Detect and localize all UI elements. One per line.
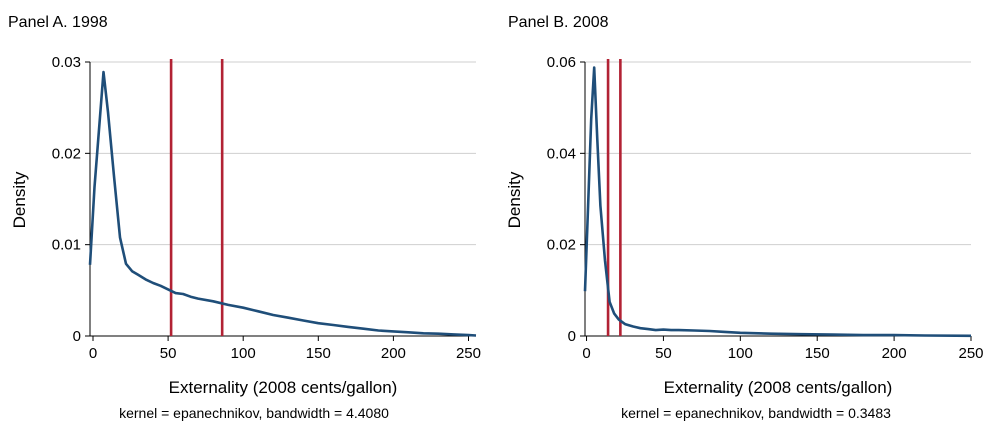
panel-b: Panel B. 2008 Density Externality (2008 … (505, 14, 984, 421)
panel-a-y-tick-label: 0.01 (52, 237, 81, 254)
panel-b-y-tick-label: 0 (568, 328, 576, 345)
panel-a-density-curve (88, 70, 477, 337)
panel-a-x-tick-label: 100 (231, 345, 256, 362)
panel-a-y-tick-label: 0.02 (52, 145, 81, 162)
panel-b-y-axis-label: Density (505, 171, 524, 228)
panel-b-y-tick-label: 0.06 (547, 54, 576, 71)
panel-b-y-tick-label: 0.04 (547, 145, 576, 162)
panel-b-x-tick-label: 0 (582, 345, 590, 362)
panel-a-x-tick-label: 150 (306, 345, 331, 362)
panel-b-y-tick-label: 0.02 (547, 237, 576, 254)
panel-a-x-tick-label: 0 (89, 345, 97, 362)
panel-b-note: kernel = epanechnikov, bandwidth = 0.348… (621, 405, 891, 421)
panel-b-x-tick-label: 100 (728, 345, 753, 362)
panel-b-x-axis-label: Externality (2008 cents/gallon) (664, 378, 893, 397)
panel-b-title: Panel B. 2008 (508, 14, 609, 31)
panel-a-x-tick-label: 250 (456, 345, 481, 362)
panel-a-x-tick-label: 50 (160, 345, 177, 362)
panel-b-density-curve (583, 66, 972, 338)
panel-a-x-axis-label: Externality (2008 cents/gallon) (169, 378, 398, 397)
panel-a: Panel A. 1998 Density Externality (2008 … (8, 14, 481, 421)
panel-a-title: Panel A. 1998 (8, 14, 108, 31)
panel-b-x-tick-label: 50 (655, 345, 672, 362)
panel-a-y-tick-label: 0 (73, 328, 81, 345)
panel-b-x-tick-label: 150 (805, 345, 830, 362)
panel-b-x-tick-label: 200 (882, 345, 907, 362)
panel-a-x-tick-label: 200 (381, 345, 406, 362)
panel-a-y-tick-label: 0.03 (52, 54, 81, 71)
panel-b-x-tick-label: 250 (958, 345, 983, 362)
panel-a-note: kernel = epanechnikov, bandwidth = 4.408… (119, 405, 389, 421)
panel-a-y-axis-label: Density (10, 171, 29, 228)
